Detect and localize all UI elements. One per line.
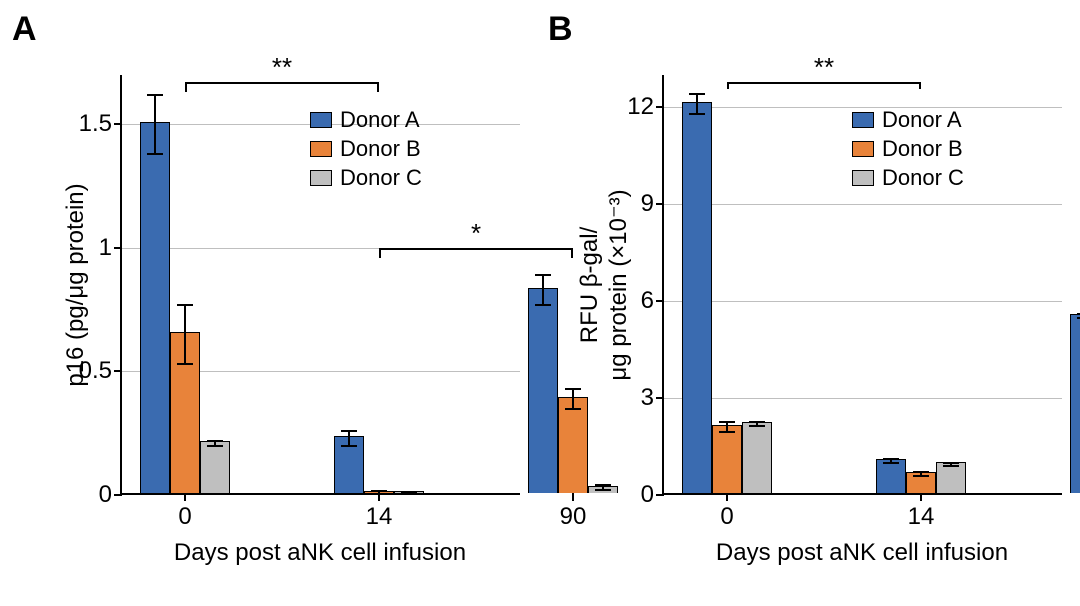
bar	[1070, 314, 1080, 493]
gridline	[664, 204, 1062, 205]
panel-label-B: B	[548, 10, 573, 49]
x-tick-label: 0	[178, 493, 191, 531]
bar	[742, 422, 772, 493]
legend-swatch	[310, 112, 332, 128]
bar	[682, 102, 712, 493]
error-cap	[943, 465, 960, 467]
bar	[712, 425, 742, 493]
gridline	[664, 301, 1062, 302]
bar	[876, 459, 906, 493]
error-cap	[341, 445, 358, 447]
legend-label: Donor C	[340, 165, 422, 191]
error-cap	[883, 462, 900, 464]
y-tick-label: 1	[99, 234, 122, 262]
legend-item: Donor C	[852, 165, 964, 191]
y-tick-label: 0	[641, 481, 664, 509]
legend-item: Donor B	[852, 136, 964, 162]
bar	[528, 288, 558, 493]
legend-swatch	[852, 170, 874, 186]
x-tick-label: 90	[560, 493, 587, 531]
error-cap	[207, 440, 224, 442]
gridline	[664, 398, 1062, 399]
error-cap	[341, 430, 358, 432]
error-cap	[177, 363, 194, 365]
error-cap	[147, 153, 164, 155]
y-tick-label: 9	[641, 190, 664, 218]
y-axis-label: p16 (pg/μg protein)	[62, 75, 90, 495]
bar	[200, 441, 230, 493]
error-cap	[719, 421, 736, 423]
panel-label-A: A	[12, 10, 37, 49]
significance-label: **	[272, 52, 292, 83]
y-axis-label: RFU β-gal/μg protein (×10⁻³)	[576, 75, 633, 495]
legend-item: Donor A	[310, 107, 422, 133]
legend-label: Donor A	[882, 107, 962, 133]
legend-label: Donor B	[340, 136, 421, 162]
significance-label: **	[814, 52, 834, 83]
significance-label: *	[471, 218, 481, 249]
legend-item: Donor B	[310, 136, 422, 162]
y-tick-label: 6	[641, 287, 664, 315]
error-cap	[883, 458, 900, 460]
bar	[140, 122, 170, 493]
error-bar	[348, 431, 350, 446]
error-cap	[689, 93, 706, 95]
legend-item: Donor C	[310, 165, 422, 191]
y-tick-label: 3	[641, 384, 664, 412]
error-bar	[184, 305, 186, 364]
error-cap	[749, 425, 766, 427]
error-cap	[913, 475, 930, 477]
x-axis-label: Days post aNK cell infusion	[662, 539, 1062, 567]
error-cap	[401, 492, 418, 494]
error-cap	[177, 304, 194, 306]
error-bar	[696, 94, 698, 113]
x-tick-label: 14	[366, 493, 393, 531]
legend: Donor A Donor B Donor C	[300, 98, 432, 200]
error-cap	[535, 274, 552, 276]
error-cap	[207, 445, 224, 447]
legend-swatch	[310, 170, 332, 186]
legend: Donor A Donor B Donor C	[842, 98, 974, 200]
error-cap	[147, 94, 164, 96]
legend-swatch	[310, 141, 332, 157]
legend-item: Donor A	[852, 107, 964, 133]
error-cap	[535, 304, 552, 306]
error-cap	[943, 462, 960, 464]
error-cap	[749, 421, 766, 423]
legend-label: Donor C	[882, 165, 964, 191]
error-cap	[689, 113, 706, 115]
legend-swatch	[852, 141, 874, 157]
legend-label: Donor B	[882, 136, 963, 162]
error-bar	[154, 95, 156, 154]
y-tick-label: 0	[99, 481, 122, 509]
x-axis-label: Days post aNK cell infusion	[120, 539, 520, 567]
error-cap	[913, 471, 930, 473]
x-tick-label: 14	[908, 493, 935, 531]
error-cap	[719, 431, 736, 433]
figure: A00.511.501490***p16 (pg/μg protein)Days…	[0, 0, 1080, 606]
legend-label: Donor A	[340, 107, 420, 133]
x-tick-label: 0	[720, 493, 733, 531]
error-bar	[572, 389, 574, 409]
legend-swatch	[852, 112, 874, 128]
error-bar	[542, 275, 544, 305]
